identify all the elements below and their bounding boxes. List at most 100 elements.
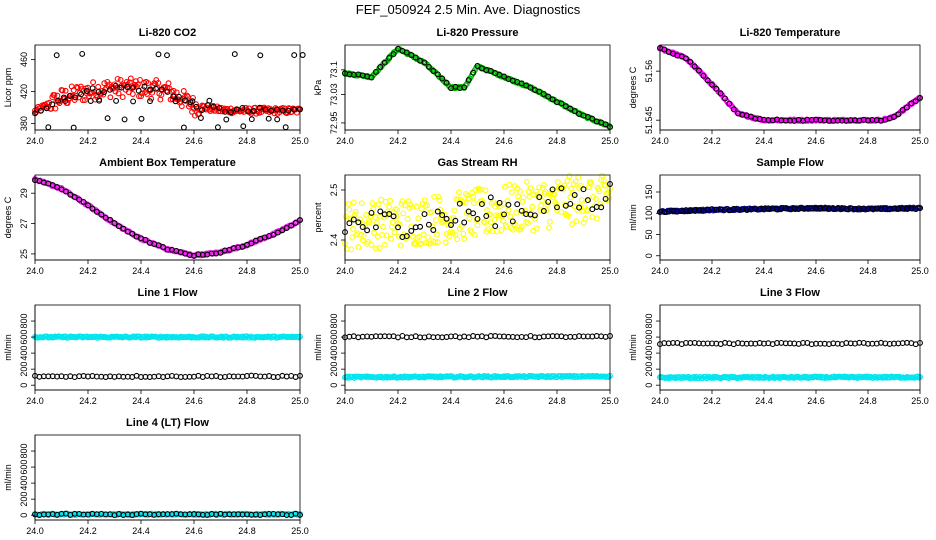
data-point [403, 233, 410, 240]
data-point [129, 84, 136, 91]
data-point [368, 209, 375, 216]
panel-6: Sample Flow ml/min 24.0 24.2 24.4 24.6 24.8 25.… [628, 157, 929, 276]
data-point [549, 96, 556, 103]
data-point [72, 94, 79, 101]
data-point [121, 116, 128, 123]
y-axis-label: ml/min [628, 334, 638, 361]
data-point [474, 222, 481, 229]
data-point [357, 216, 363, 223]
data-point [240, 333, 246, 340]
data-point [87, 98, 94, 104]
data-point [425, 234, 431, 241]
data-point [245, 108, 252, 115]
data-point [561, 201, 568, 208]
y-axis-label: ml/min [3, 334, 13, 361]
x-tick-label: 24.2 [79, 526, 97, 536]
y-tick-label: 29 [19, 188, 29, 198]
data-point [468, 228, 475, 235]
data-point [240, 123, 247, 130]
x-tick-label: 24.8 [238, 136, 256, 146]
data-point [443, 79, 450, 86]
panel-2: Li-820 Pressure kPa 24.0 24.2 24.4 24.6 24.8 25… [313, 27, 619, 146]
x-tick-label: 24.0 [26, 526, 44, 536]
data-point [416, 233, 423, 240]
data-point [514, 374, 521, 381]
data-point [113, 97, 120, 104]
data-point [383, 232, 390, 239]
data-point [180, 88, 187, 94]
data-point [480, 218, 487, 225]
data-point [571, 372, 578, 379]
data-point [567, 194, 574, 201]
data-point [558, 208, 565, 215]
data-point [217, 249, 224, 256]
x-tick-label: 24.6 [185, 526, 203, 536]
x-tick-label: 24.2 [389, 396, 407, 406]
data-point [564, 177, 571, 184]
data-point [165, 80, 172, 87]
data-point [366, 219, 373, 226]
data-point [387, 197, 394, 204]
data-point [390, 213, 397, 220]
data-point [190, 94, 196, 101]
x-tick-label: 24.0 [651, 136, 669, 146]
data-point [76, 196, 83, 203]
data-point [385, 212, 392, 219]
x-tick-label: 24.4 [132, 396, 150, 406]
plot-frame [34, 304, 301, 391]
x-tick-label: 24.0 [651, 396, 669, 406]
data-point [598, 204, 605, 211]
panel-9: Line 3 Flow ml/min 24.0 24.2 24.4 24.6 24.8 25.… [628, 287, 929, 406]
data-point [436, 197, 443, 204]
data-point [713, 85, 720, 92]
data-point [531, 215, 538, 222]
data-point [679, 375, 686, 382]
data-point [554, 179, 561, 185]
data-point [365, 238, 371, 245]
data-point [115, 223, 122, 230]
data-point [417, 223, 424, 230]
data-point [184, 93, 191, 100]
data-point [481, 219, 488, 226]
y-tick-label: 200 [329, 362, 339, 377]
data-point [257, 52, 264, 59]
data-point [891, 113, 897, 120]
data-point [536, 88, 543, 95]
data-point [274, 116, 281, 123]
data-point [210, 104, 217, 110]
data-point [399, 198, 406, 205]
data-point [187, 333, 193, 340]
data-point [95, 89, 102, 95]
data-point [158, 86, 165, 93]
data-point [533, 225, 540, 232]
data-point [373, 219, 380, 226]
data-point [127, 75, 134, 82]
data-point [138, 93, 144, 100]
data-point [567, 105, 574, 112]
x-tick-label: 24.8 [548, 136, 566, 146]
data-point [172, 98, 179, 105]
data-point [593, 215, 600, 222]
data-point [256, 104, 263, 111]
data-point [487, 67, 494, 74]
data-point [567, 200, 574, 207]
data-point [89, 205, 96, 212]
data-point [544, 201, 551, 208]
data-point [413, 203, 420, 210]
data-point [395, 224, 401, 231]
data-point [469, 189, 476, 196]
data-point [231, 51, 238, 58]
y-tick-label: 72.95 [329, 112, 339, 135]
data-point [60, 94, 67, 101]
data-point [130, 98, 137, 105]
data-point [470, 210, 477, 217]
data-point [565, 213, 572, 220]
data-point [418, 240, 424, 247]
data-point [700, 72, 707, 79]
data-point [95, 83, 102, 90]
data-point [181, 97, 188, 104]
panel-title: Sample Flow [756, 157, 824, 169]
plot-frame [344, 304, 611, 391]
data-point [683, 55, 689, 62]
plot-frame [659, 304, 921, 391]
